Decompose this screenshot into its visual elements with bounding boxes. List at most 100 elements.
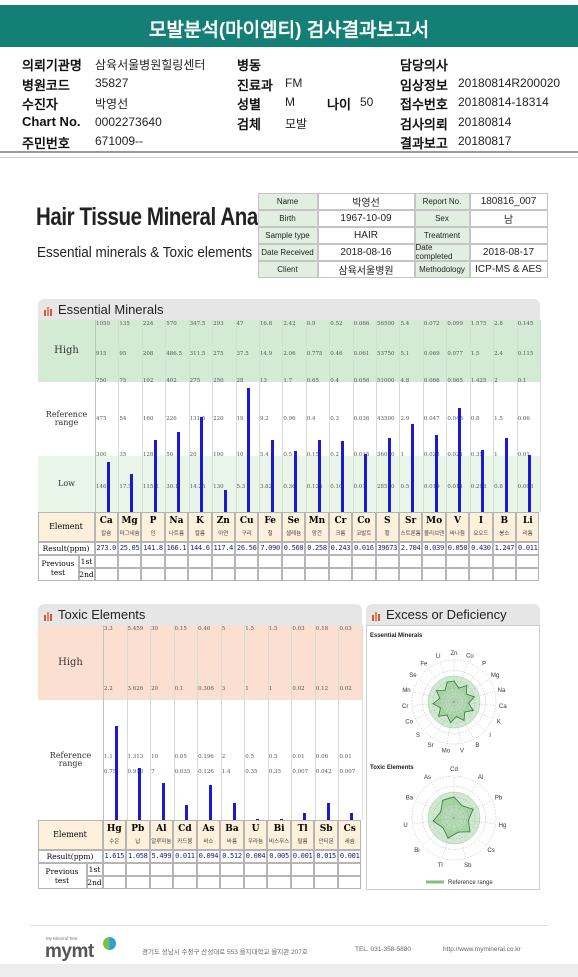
bar [434, 435, 438, 512]
radar-spoke [418, 678, 455, 703]
column-line [338, 625, 340, 820]
scale-label: 0.028 [423, 452, 440, 458]
element-symbol: Mg [121, 516, 138, 526]
info-label: 접수번호 [400, 97, 448, 112]
element-symbol: As [202, 824, 215, 834]
previous-cell [314, 862, 338, 876]
element-cell: Tl 탈륨 [290, 819, 315, 850]
element-symbol: V [454, 516, 461, 526]
panel-icon [375, 612, 377, 621]
previous-cell [516, 554, 540, 568]
element-name: 카드뮴 [177, 839, 193, 845]
info-value: 20180817 [458, 134, 512, 148]
scale-label: 300 [96, 452, 107, 458]
patient-cell: Birth [257, 209, 318, 227]
result-value: 0.039 [422, 541, 446, 555]
logo: mymt [45, 941, 94, 962]
scale-label: 0.913 [127, 769, 144, 775]
radar-title: Essential Minerals [370, 633, 423, 639]
previous-cell [102, 875, 127, 889]
scale-label: 0.011 [447, 484, 464, 490]
scale-label: 135 [119, 321, 130, 327]
radar-label: Cs [487, 848, 494, 854]
bar [153, 440, 157, 512]
scale-label: 0.021 [447, 452, 464, 458]
bar [161, 783, 165, 820]
panel-icon [44, 310, 46, 316]
radar-ring [411, 659, 497, 745]
element-symbol: Ca [99, 516, 113, 526]
scale-label: 0.01 [292, 754, 305, 760]
column-line [540, 320, 541, 512]
column-line [235, 320, 237, 512]
scale-label: 0.065 [447, 378, 464, 384]
info-value: 0002273640 [95, 114, 162, 129]
element-name: 바나듐 [449, 531, 466, 537]
radar-spoke [453, 662, 468, 703]
legend-text: Reference range [448, 880, 493, 886]
info-label: 의뢰기관명 [22, 58, 82, 73]
element-name: 안티몬 [318, 839, 334, 845]
previous-cell [445, 554, 470, 568]
panel-icon [372, 615, 374, 621]
row-header: 2nd [78, 567, 95, 581]
scale-label: 0.126 [198, 769, 214, 775]
scale-label: 5.4 [400, 321, 410, 327]
scale-label: 75 [119, 378, 127, 384]
scale-label: 1.1 [104, 754, 113, 760]
zone-label: High [54, 345, 79, 356]
column-line [305, 320, 307, 512]
column-line [399, 320, 401, 512]
bar [130, 474, 134, 512]
scale-label: 5.1 [400, 351, 410, 357]
element-name: 스트론튬 [400, 531, 421, 537]
scale-label: 2.2 [104, 686, 113, 692]
scale-label: 28 [236, 378, 244, 384]
scale-label: 0.061 [353, 351, 370, 357]
result-value: 0.258 [305, 541, 329, 555]
previous-cell [117, 567, 142, 581]
scale-label: 250 [213, 378, 224, 384]
scale-label: 1.7 [283, 378, 293, 384]
scale-label: 0.12 [315, 686, 329, 692]
scale-label: 5 [221, 626, 226, 632]
result-value: 1.058 [126, 849, 150, 863]
scale-label: 311.5 [189, 351, 206, 357]
radar-label: Na [498, 688, 506, 694]
scale-label: 0.96 [283, 416, 296, 422]
scale-label: 2.4 [494, 351, 503, 357]
excess-box [366, 625, 540, 890]
scale-label: 0.298 [470, 484, 487, 490]
scale-label: 0.099 [447, 321, 464, 327]
previous-cell [243, 875, 268, 889]
previous-cell [243, 862, 268, 876]
patient-cell [469, 226, 548, 244]
scale-label: 20 [189, 452, 197, 458]
bar [176, 432, 180, 512]
previous-cell [445, 567, 470, 581]
previous-cell [267, 875, 291, 889]
scale-label: 1.5 [268, 626, 278, 632]
scale-label: 0.01 [517, 452, 530, 458]
scale-label: 0.306 [198, 686, 214, 692]
previous-cell [126, 862, 150, 876]
scale-label: 14.25 [189, 484, 206, 490]
scale-label: 5.3 [236, 484, 246, 490]
scale-label: 0.06 [517, 416, 530, 422]
bar [481, 449, 485, 512]
element-cell: Mg 마그네슘 [117, 511, 142, 542]
result-value: 1.615 [102, 849, 127, 863]
element-cell: Bi 비스무스 [267, 819, 291, 850]
previous-cell [398, 567, 423, 581]
scale-label: 2 [494, 378, 498, 384]
column-line [362, 625, 363, 820]
info-label: 결과보고 [400, 136, 448, 151]
panel-title: Excess or Deficiency [386, 607, 507, 622]
scale-label: 0.35 [268, 769, 282, 775]
radar-ring [411, 775, 497, 861]
element-cell: U 우라늄 [243, 819, 268, 850]
element-cell: Co 코발트 [352, 511, 376, 542]
bar [208, 784, 212, 820]
column-line [150, 625, 152, 820]
radar-label: As [424, 775, 431, 781]
